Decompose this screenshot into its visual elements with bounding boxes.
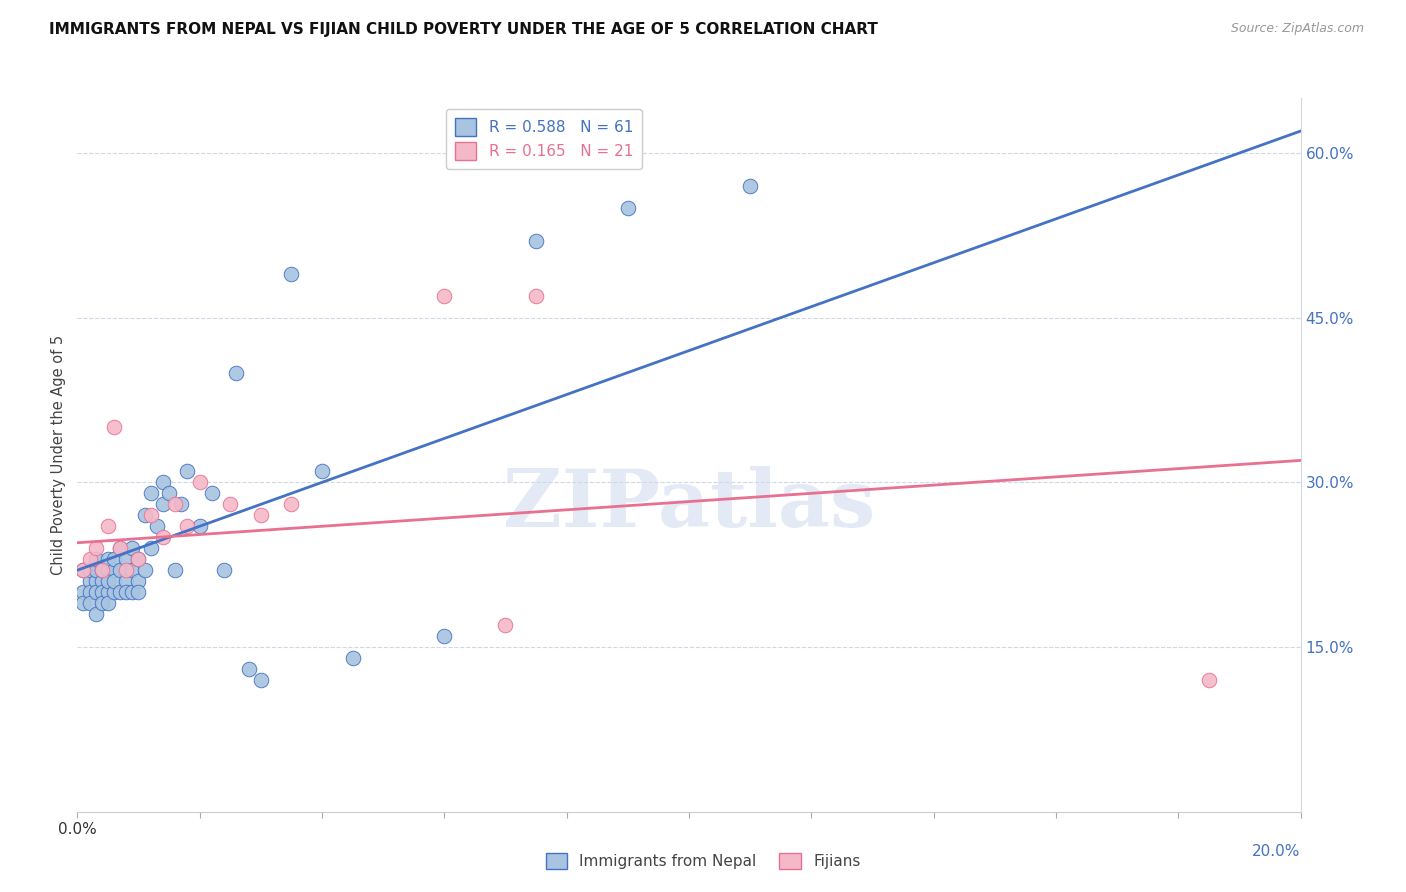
Point xyxy=(97,596,120,610)
Point xyxy=(188,519,211,533)
Point xyxy=(84,585,107,599)
Point xyxy=(152,530,174,544)
Point xyxy=(90,563,112,577)
Point xyxy=(250,673,273,687)
Point xyxy=(201,486,224,500)
Point xyxy=(84,552,107,566)
Text: IMMIGRANTS FROM NEPAL VS FIJIAN CHILD POVERTY UNDER THE AGE OF 5 CORRELATION CHA: IMMIGRANTS FROM NEPAL VS FIJIAN CHILD PO… xyxy=(49,22,879,37)
Point xyxy=(72,563,94,577)
Point xyxy=(79,574,101,589)
Point xyxy=(115,585,138,599)
Point xyxy=(84,563,107,577)
Point xyxy=(740,178,762,193)
Point xyxy=(433,629,456,643)
Point xyxy=(157,486,180,500)
Point xyxy=(225,366,247,380)
Point xyxy=(617,201,640,215)
Y-axis label: Child Poverty Under the Age of 5: Child Poverty Under the Age of 5 xyxy=(51,334,66,575)
Point xyxy=(152,497,174,511)
Point xyxy=(134,508,156,523)
Point xyxy=(79,552,101,566)
Point xyxy=(72,596,94,610)
Point xyxy=(121,563,143,577)
Legend: Immigrants from Nepal, Fijians: Immigrants from Nepal, Fijians xyxy=(540,847,866,875)
Point xyxy=(97,585,120,599)
Point xyxy=(280,497,302,511)
Point xyxy=(103,585,125,599)
Text: ZIPatlas: ZIPatlas xyxy=(503,466,875,544)
Point xyxy=(72,585,94,599)
Point xyxy=(152,475,174,490)
Point xyxy=(84,541,107,556)
Legend: R = 0.588   N = 61, R = 0.165   N = 21: R = 0.588 N = 61, R = 0.165 N = 21 xyxy=(446,110,643,169)
Point xyxy=(280,267,302,281)
Point xyxy=(165,497,187,511)
Point xyxy=(176,464,198,478)
Point xyxy=(79,563,101,577)
Text: 20.0%: 20.0% xyxy=(1253,844,1301,859)
Point xyxy=(103,563,125,577)
Point xyxy=(139,508,162,523)
Point xyxy=(108,563,131,577)
Point xyxy=(108,541,131,556)
Point xyxy=(170,497,193,511)
Point xyxy=(342,651,364,665)
Point xyxy=(79,596,101,610)
Point xyxy=(128,585,150,599)
Point xyxy=(134,563,156,577)
Point xyxy=(311,464,333,478)
Point xyxy=(115,574,138,589)
Point xyxy=(90,574,112,589)
Point xyxy=(84,574,107,589)
Point xyxy=(524,289,547,303)
Point xyxy=(524,234,547,248)
Point xyxy=(128,574,150,589)
Point xyxy=(90,596,112,610)
Point xyxy=(103,574,125,589)
Point xyxy=(238,662,260,676)
Point xyxy=(97,574,120,589)
Point xyxy=(72,563,94,577)
Point xyxy=(128,552,150,566)
Point xyxy=(97,563,120,577)
Point xyxy=(108,585,131,599)
Point xyxy=(188,475,211,490)
Point xyxy=(103,552,125,566)
Point xyxy=(121,585,143,599)
Point xyxy=(165,563,187,577)
Point xyxy=(128,552,150,566)
Point xyxy=(115,552,138,566)
Point xyxy=(108,541,131,556)
Point xyxy=(495,618,517,632)
Point xyxy=(212,563,235,577)
Point xyxy=(90,585,112,599)
Point xyxy=(97,519,120,533)
Point xyxy=(97,552,120,566)
Point xyxy=(219,497,242,511)
Text: Source: ZipAtlas.com: Source: ZipAtlas.com xyxy=(1230,22,1364,36)
Point xyxy=(139,486,162,500)
Point xyxy=(90,563,112,577)
Point xyxy=(139,541,162,556)
Point xyxy=(146,519,169,533)
Point xyxy=(176,519,198,533)
Point xyxy=(121,541,143,556)
Point xyxy=(103,420,125,434)
Point xyxy=(433,289,456,303)
Point xyxy=(84,607,107,621)
Point xyxy=(250,508,273,523)
Point xyxy=(1198,673,1220,687)
Point xyxy=(79,585,101,599)
Point xyxy=(115,563,138,577)
